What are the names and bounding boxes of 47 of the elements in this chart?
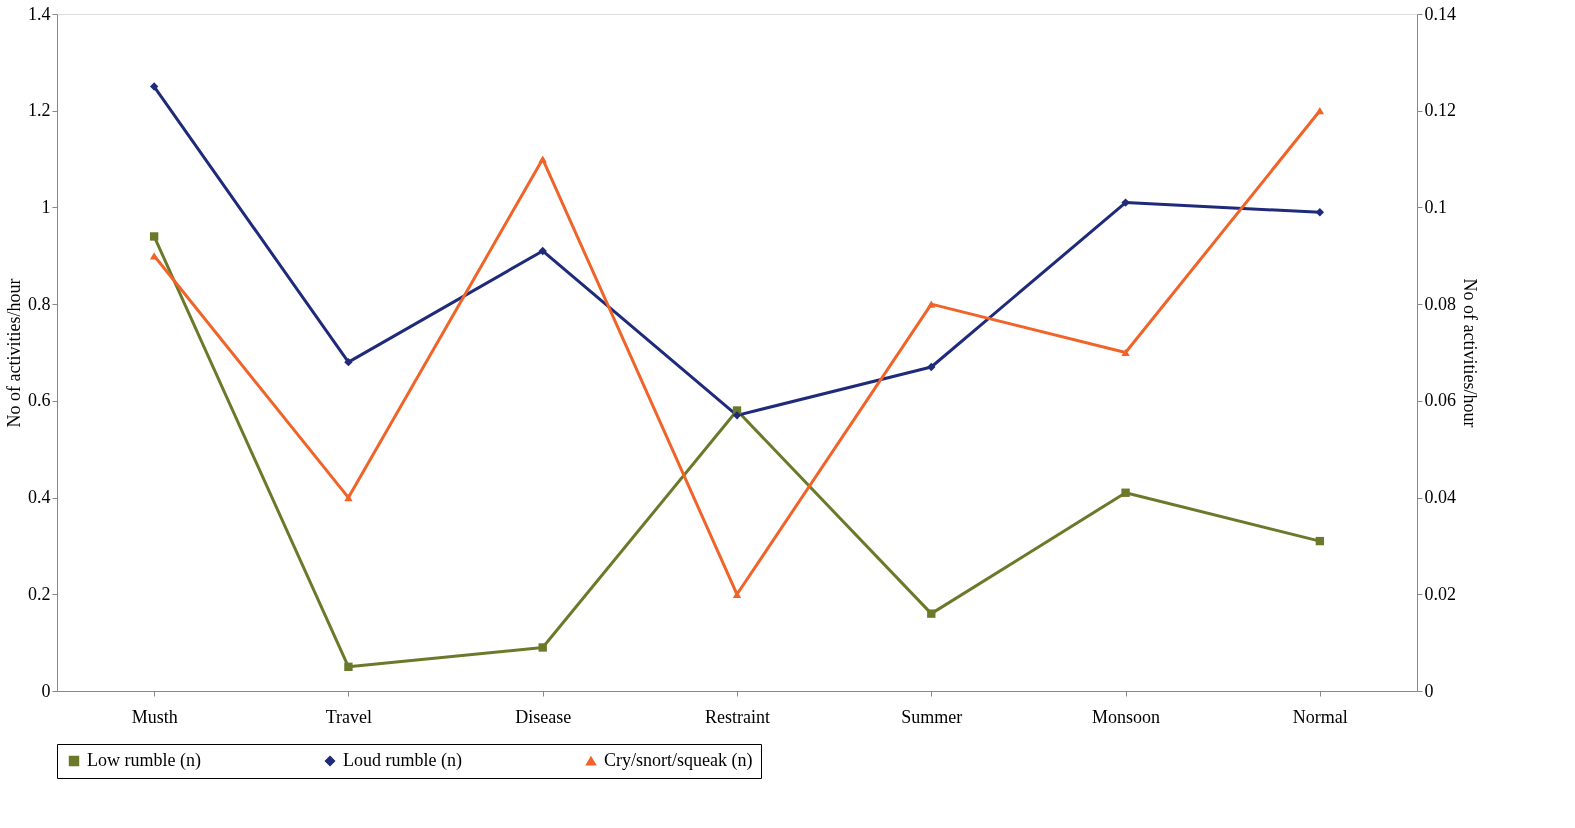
y-tick-label: 0 [41,680,51,701]
y2-tick-label: 0.04 [1424,487,1456,508]
point [344,357,353,367]
y-tick-label: 1.2 [28,100,51,121]
x-tick-label: Summer [901,706,963,727]
point [927,362,936,372]
x-tick-label: Normal [1292,706,1348,727]
point [1121,488,1130,497]
point [538,155,547,163]
y2-tick-label: 0.1 [1424,196,1447,217]
x-tick-label: Disease [515,706,572,727]
point [1315,536,1325,546]
point [344,662,353,672]
y2-tick-label: 0.02 [1424,583,1456,604]
point [1121,198,1130,207]
point [149,82,159,91]
y-tick-label: 1 [41,196,51,217]
x-tick-label: Monsoon [1092,706,1161,727]
y-tick-label: 0.2 [28,583,51,604]
y-tick-label: 1.4 [28,3,51,24]
point [538,246,547,256]
point [149,232,159,241]
y2-tick-label: 0.06 [1424,390,1456,411]
point [149,252,159,260]
x-tick-label: Travel [325,706,373,727]
legend-label: Cry/snort/squeak (n) [604,750,753,771]
point [344,493,353,502]
point [1315,208,1325,217]
x-tick-label: Restraint [705,706,770,727]
y2-tick-label: 0.14 [1424,3,1456,24]
legend-label: Low rumble (n) [87,750,201,771]
y2-axis-title: No of activities/hour [1460,278,1480,428]
y2-tick-label: 0 [1424,680,1434,701]
y-tick-label: 0.8 [28,293,51,314]
y2-tick-label: 0.08 [1424,293,1456,314]
y-tick-label: 0.4 [28,487,51,508]
point [732,411,742,420]
y-axis-title: No of activities/hour [4,278,24,428]
y2-tick-label: 0.12 [1424,100,1456,121]
x-tick-label: Musth [131,706,178,727]
point [1121,348,1130,357]
point [538,643,547,652]
legend-label: Loud rumble (n) [343,750,462,771]
point [927,300,936,308]
point [1315,107,1325,115]
point [927,609,936,618]
y-tick-label: 0.6 [28,390,51,411]
